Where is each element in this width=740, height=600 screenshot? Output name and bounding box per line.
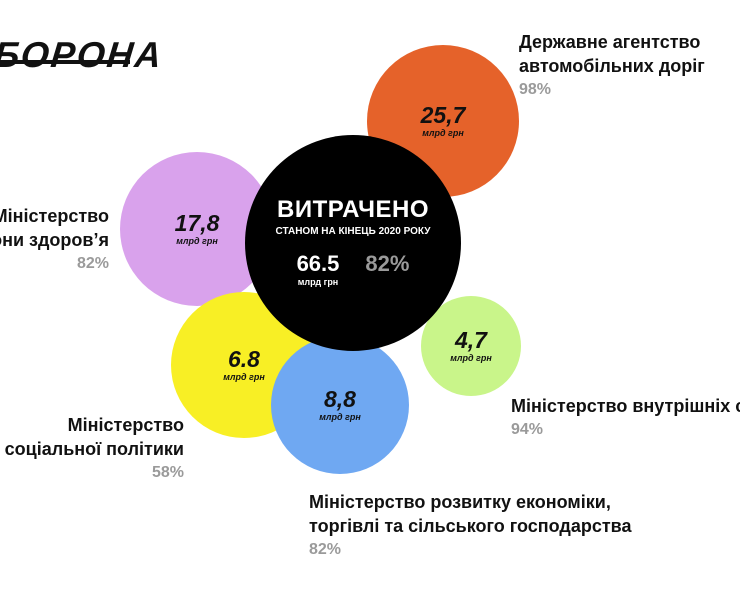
label-economy-line2: торгівлі та сільського господарства: [309, 516, 632, 536]
total-amount-block: 66.5 млрд грн: [297, 253, 340, 289]
bubble-health-unit: млрд грн: [176, 236, 218, 246]
label-economy: Міністерство розвитку економіки, торгівл…: [309, 490, 632, 562]
label-roads-line1: Державне агентство: [519, 32, 701, 52]
bubble-total: ВИТРАЧЕНО СТАНОМ НА КІНЕЦЬ 2020 РОКУ 66.…: [245, 135, 461, 351]
bubble-interior: 4,7 млрд грн: [421, 296, 521, 396]
label-interior-line1: Міністерство внутрішніх с: [511, 396, 740, 416]
total-unit: млрд грн: [297, 277, 339, 287]
bubble-roads-value: 25,7: [420, 102, 466, 128]
label-economy-percent: 82%: [309, 541, 342, 558]
label-social-percent: 58%: [151, 464, 184, 481]
label-interior-percent: 94%: [511, 421, 544, 438]
label-health-percent: 82%: [76, 255, 109, 272]
bubble-social-value: 6.8: [228, 346, 260, 372]
label-roads: Державне агентство автомобільних доріг 9…: [519, 30, 705, 102]
bubble-health-value: 17,8: [174, 210, 220, 236]
total-values: 66.5 млрд грн 82%: [297, 253, 410, 289]
label-interior: Міністерство внутрішніх с 94%: [511, 394, 740, 442]
label-health: Міністерство они здоров’я 82%: [0, 204, 109, 276]
label-roads-line2: автомобільних доріг: [519, 56, 705, 76]
label-social-line2: соціальної політики: [4, 439, 184, 459]
bubble-economy-unit: млрд грн: [319, 412, 361, 422]
logo-underline: [0, 60, 130, 64]
bubble-economy: 8,8 млрд грн: [271, 336, 409, 474]
total-subtitle: СТАНОМ НА КІНЕЦЬ 2020 РОКУ: [275, 226, 431, 237]
total-title: ВИТРАЧЕНО: [276, 196, 429, 223]
total-amount: 66.5: [296, 251, 340, 276]
total-percent: 82%: [365, 251, 410, 276]
label-economy-line1: Міністерство розвитку економіки,: [309, 492, 611, 512]
label-social: Міністерство соціальної політики 58%: [5, 413, 184, 485]
bubble-economy-value: 8,8: [324, 386, 356, 412]
bubble-roads-unit: млрд грн: [422, 128, 464, 138]
label-social-line1: Міністерство: [67, 415, 184, 435]
label-health-line1: Міністерство: [0, 206, 109, 226]
logo-text: БОРОНА: [0, 34, 166, 75]
bubble-interior-unit: млрд грн: [450, 353, 492, 363]
bubble-social-unit: млрд грн: [223, 372, 265, 382]
label-roads-percent: 98%: [519, 81, 552, 98]
label-health-line2: они здоров’я: [0, 230, 109, 250]
bubble-interior-value: 4,7: [455, 327, 487, 353]
